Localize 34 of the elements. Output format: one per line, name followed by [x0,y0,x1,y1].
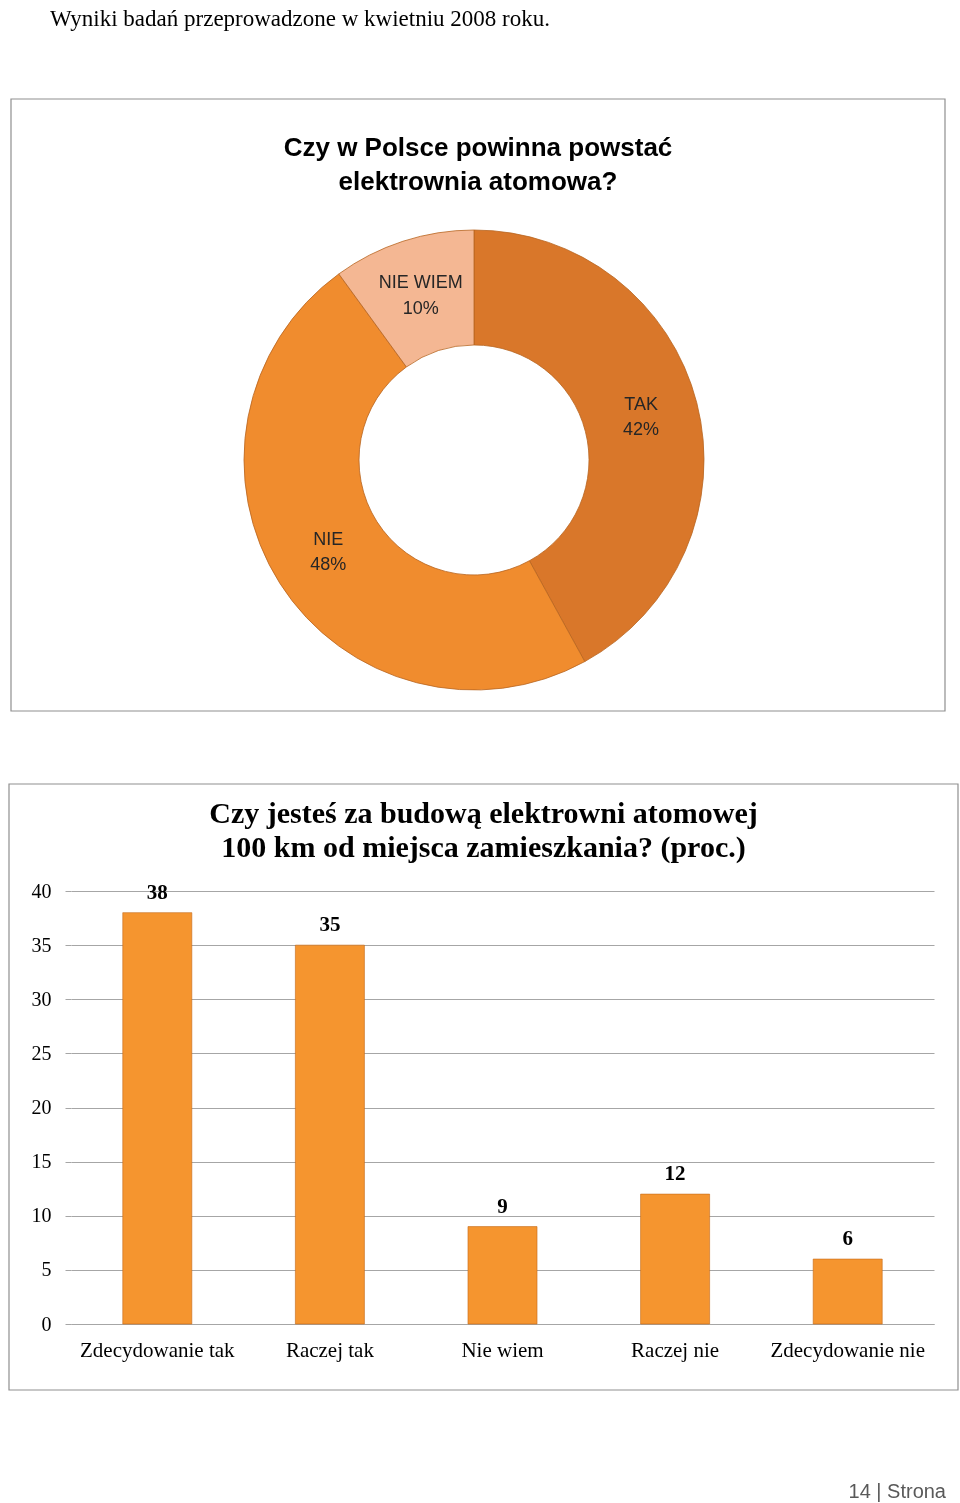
y-tick-label: 15 [31,1150,52,1173]
data-label: 12 [664,1161,686,1186]
chart-title: Czy w Polsce powinna powstać elektrownia atomowa? [283,132,673,196]
x-tick-label: Zdecydowanie tak [80,1337,236,1362]
y-tick-label: 35 [31,933,52,956]
slice-label: NIE [313,528,344,549]
y-tick-label: 30 [31,987,52,1010]
x-tick-label: Zdecydowanie nie [770,1337,925,1362]
chart-title: Czy jesteś za budową elektrowni atomowej 100 km od miejsca zamieszkania? (proc.) [209,796,758,865]
bar [295,944,365,1325]
y-tick-label: 10 [31,1204,52,1227]
slice-label: NIE WIEM [378,272,463,293]
data-label: 42% [623,418,660,439]
y-tick-label: 25 [31,1041,52,1064]
data-label: 10% [402,297,439,318]
data-label: 38 [146,879,168,904]
text: Wyniki badań przeprowadzone w kwietniu 2008 roku. [50,6,551,31]
y-tick-label: 5 [41,1258,52,1281]
x-tick-label: Nie wiem [461,1337,544,1362]
bar [640,1193,710,1325]
bar [467,1226,538,1325]
y-tick-label: 40 [31,879,52,902]
slice-label: TAK [624,393,658,414]
y-tick-label: 0 [41,1312,52,1335]
x-tick-label: Raczej nie [631,1337,720,1362]
bar [812,1258,883,1325]
x-tick-label: Raczej tak [285,1337,375,1362]
data-label: 6 [842,1226,853,1251]
data-label: 35 [319,912,341,937]
text: 14 | Strona [848,1480,947,1502]
data-label: 48% [310,554,347,575]
y-tick-label: 20 [31,1096,52,1118]
data-label: 9 [497,1193,508,1218]
bar [122,912,193,1325]
